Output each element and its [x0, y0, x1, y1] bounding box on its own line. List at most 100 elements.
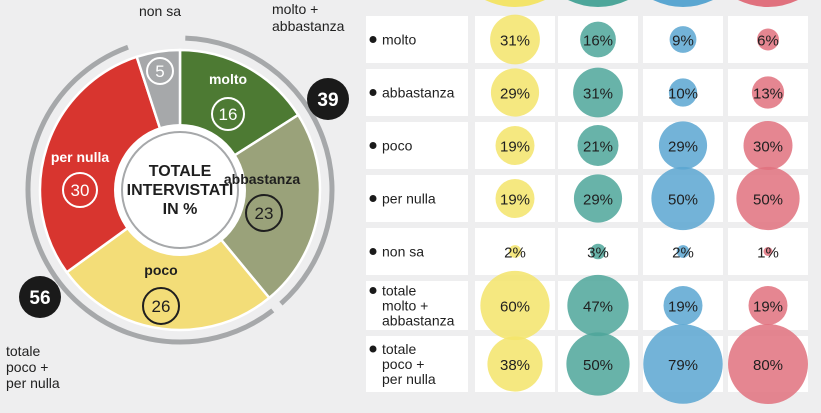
- bubble: [590, 243, 606, 260]
- donut-center-line: TOTALE: [149, 163, 212, 180]
- row-label-cell: [366, 281, 468, 330]
- donut-chart: TOTALE INTERVISTATI IN % molto 16 abbastanza 2…: [6, 1, 349, 391]
- bubble-value: 2%: [672, 245, 694, 262]
- row-bullet: [369, 345, 377, 353]
- bubble: [728, 324, 808, 404]
- bubble: [669, 26, 697, 53]
- bubble: [751, 76, 785, 109]
- bubble: [643, 324, 723, 404]
- slice-per-nulla: [38, 55, 182, 275]
- slice-value-ring-abbastanza: [245, 194, 283, 232]
- slice-value-ring-poco: [142, 287, 180, 325]
- bubble-value: 19%: [668, 299, 698, 316]
- bubble: [495, 126, 535, 165]
- table-row: abbastanza 29% 31% 10% 13%: [369, 67, 785, 118]
- row-bullet: [369, 36, 377, 43]
- group-negative-badge: [19, 276, 61, 318]
- row-bullet: [369, 142, 377, 149]
- table-row: non sa 2% 3% 2% 1%: [369, 243, 779, 262]
- bubble-value: 19%: [500, 139, 530, 156]
- group-negative-label-line: per nulla: [6, 375, 60, 391]
- group-negative-label-line: poco +: [6, 359, 48, 375]
- bubble: [663, 286, 703, 325]
- column-header-tab: [653, 0, 713, 7]
- row-label: molto +: [382, 298, 428, 314]
- bubble: [566, 332, 630, 396]
- bubble-value: 2%: [504, 245, 526, 262]
- donut-center-label: TOTALE INTERVISTATI IN %: [127, 163, 234, 218]
- slice-value-poco: 26: [152, 297, 171, 316]
- bubble: [763, 247, 773, 256]
- row-label: abbastanza: [382, 313, 455, 329]
- bubble-value: 29%: [583, 192, 613, 209]
- bubble: [487, 336, 543, 392]
- row-bullet: [369, 287, 377, 294]
- bubble-value: 6%: [757, 33, 779, 50]
- table-row: molto 31% 16% 9% 6%: [369, 14, 779, 65]
- bubble-value: 31%: [583, 86, 613, 103]
- group-negative-value: 56: [29, 288, 50, 309]
- bubble-value: 31%: [500, 33, 530, 50]
- row-label-cell: [366, 175, 468, 222]
- slice-poco: [64, 188, 271, 332]
- bubble: [580, 21, 616, 58]
- row-label-cell: [366, 228, 468, 275]
- bubble: [573, 67, 623, 118]
- bubble-value: 50%: [753, 192, 783, 209]
- bubble-value: 29%: [500, 86, 530, 103]
- bubble: [577, 125, 619, 166]
- slice-value-abbastanza: 23: [255, 204, 274, 223]
- bubble-value: 79%: [668, 357, 698, 374]
- slice-value-non-sa: 5: [155, 62, 164, 81]
- group-arc-positive: [185, 35, 335, 306]
- bubble: [567, 274, 629, 337]
- donut-center-line: IN %: [163, 201, 198, 218]
- bubble: [490, 14, 540, 65]
- table-row: per nulla 19% 29% 50% 50%: [369, 166, 800, 231]
- row-label: abbastanza: [382, 85, 455, 101]
- bubble: [757, 28, 779, 51]
- row-label-cell: [366, 69, 468, 116]
- bubble-value: 16%: [583, 33, 613, 50]
- bubble: [651, 166, 715, 231]
- bubble: [573, 174, 623, 223]
- slice-value-ring-non-sa: [146, 57, 174, 85]
- row-bullet: [369, 89, 377, 96]
- slice-label-poco: poco: [144, 262, 177, 278]
- slice-value-ring-molto: [211, 97, 245, 131]
- row-label: totale: [382, 283, 416, 299]
- row-label: totale: [382, 341, 416, 357]
- bubble-value: 50%: [583, 357, 613, 374]
- column-header-tab: [485, 0, 545, 7]
- slice-label-molto: molto: [209, 71, 247, 87]
- group-positive-value: 39: [317, 90, 338, 111]
- row-label-cell: [366, 336, 468, 392]
- group-arc-negative: [25, 44, 275, 345]
- bubble-table: molto 31% 16% 9% 6% abbastanza 29% 31% 10% 13% poc…: [366, 0, 808, 404]
- bubble-value: 30%: [753, 139, 783, 156]
- row-label: molto: [382, 32, 416, 48]
- row-label-cell: [366, 122, 468, 169]
- slice-value-molto: 16: [219, 105, 238, 124]
- group-positive-badge: [307, 78, 349, 120]
- bubble: [658, 121, 708, 170]
- group-positive-label-line: abbastanza: [272, 18, 345, 34]
- row-label: per nulla: [382, 191, 436, 207]
- row-bullet: [369, 195, 377, 202]
- bubble-value: 9%: [672, 33, 694, 50]
- group-negative-label-line: totale: [6, 343, 40, 359]
- bubble-value: 1%: [757, 245, 779, 262]
- group-positive-label-line: molto +: [272, 1, 318, 17]
- bubble-value: 10%: [668, 86, 698, 103]
- bubble-value: 50%: [668, 192, 698, 209]
- bubble-value: 19%: [753, 299, 783, 316]
- bubble: [495, 179, 535, 218]
- slice-abbastanza: [178, 113, 322, 300]
- slice-value-ring-per-nulla: [62, 172, 98, 208]
- row-label: non sa: [382, 244, 424, 260]
- bubble-value: 47%: [583, 299, 613, 316]
